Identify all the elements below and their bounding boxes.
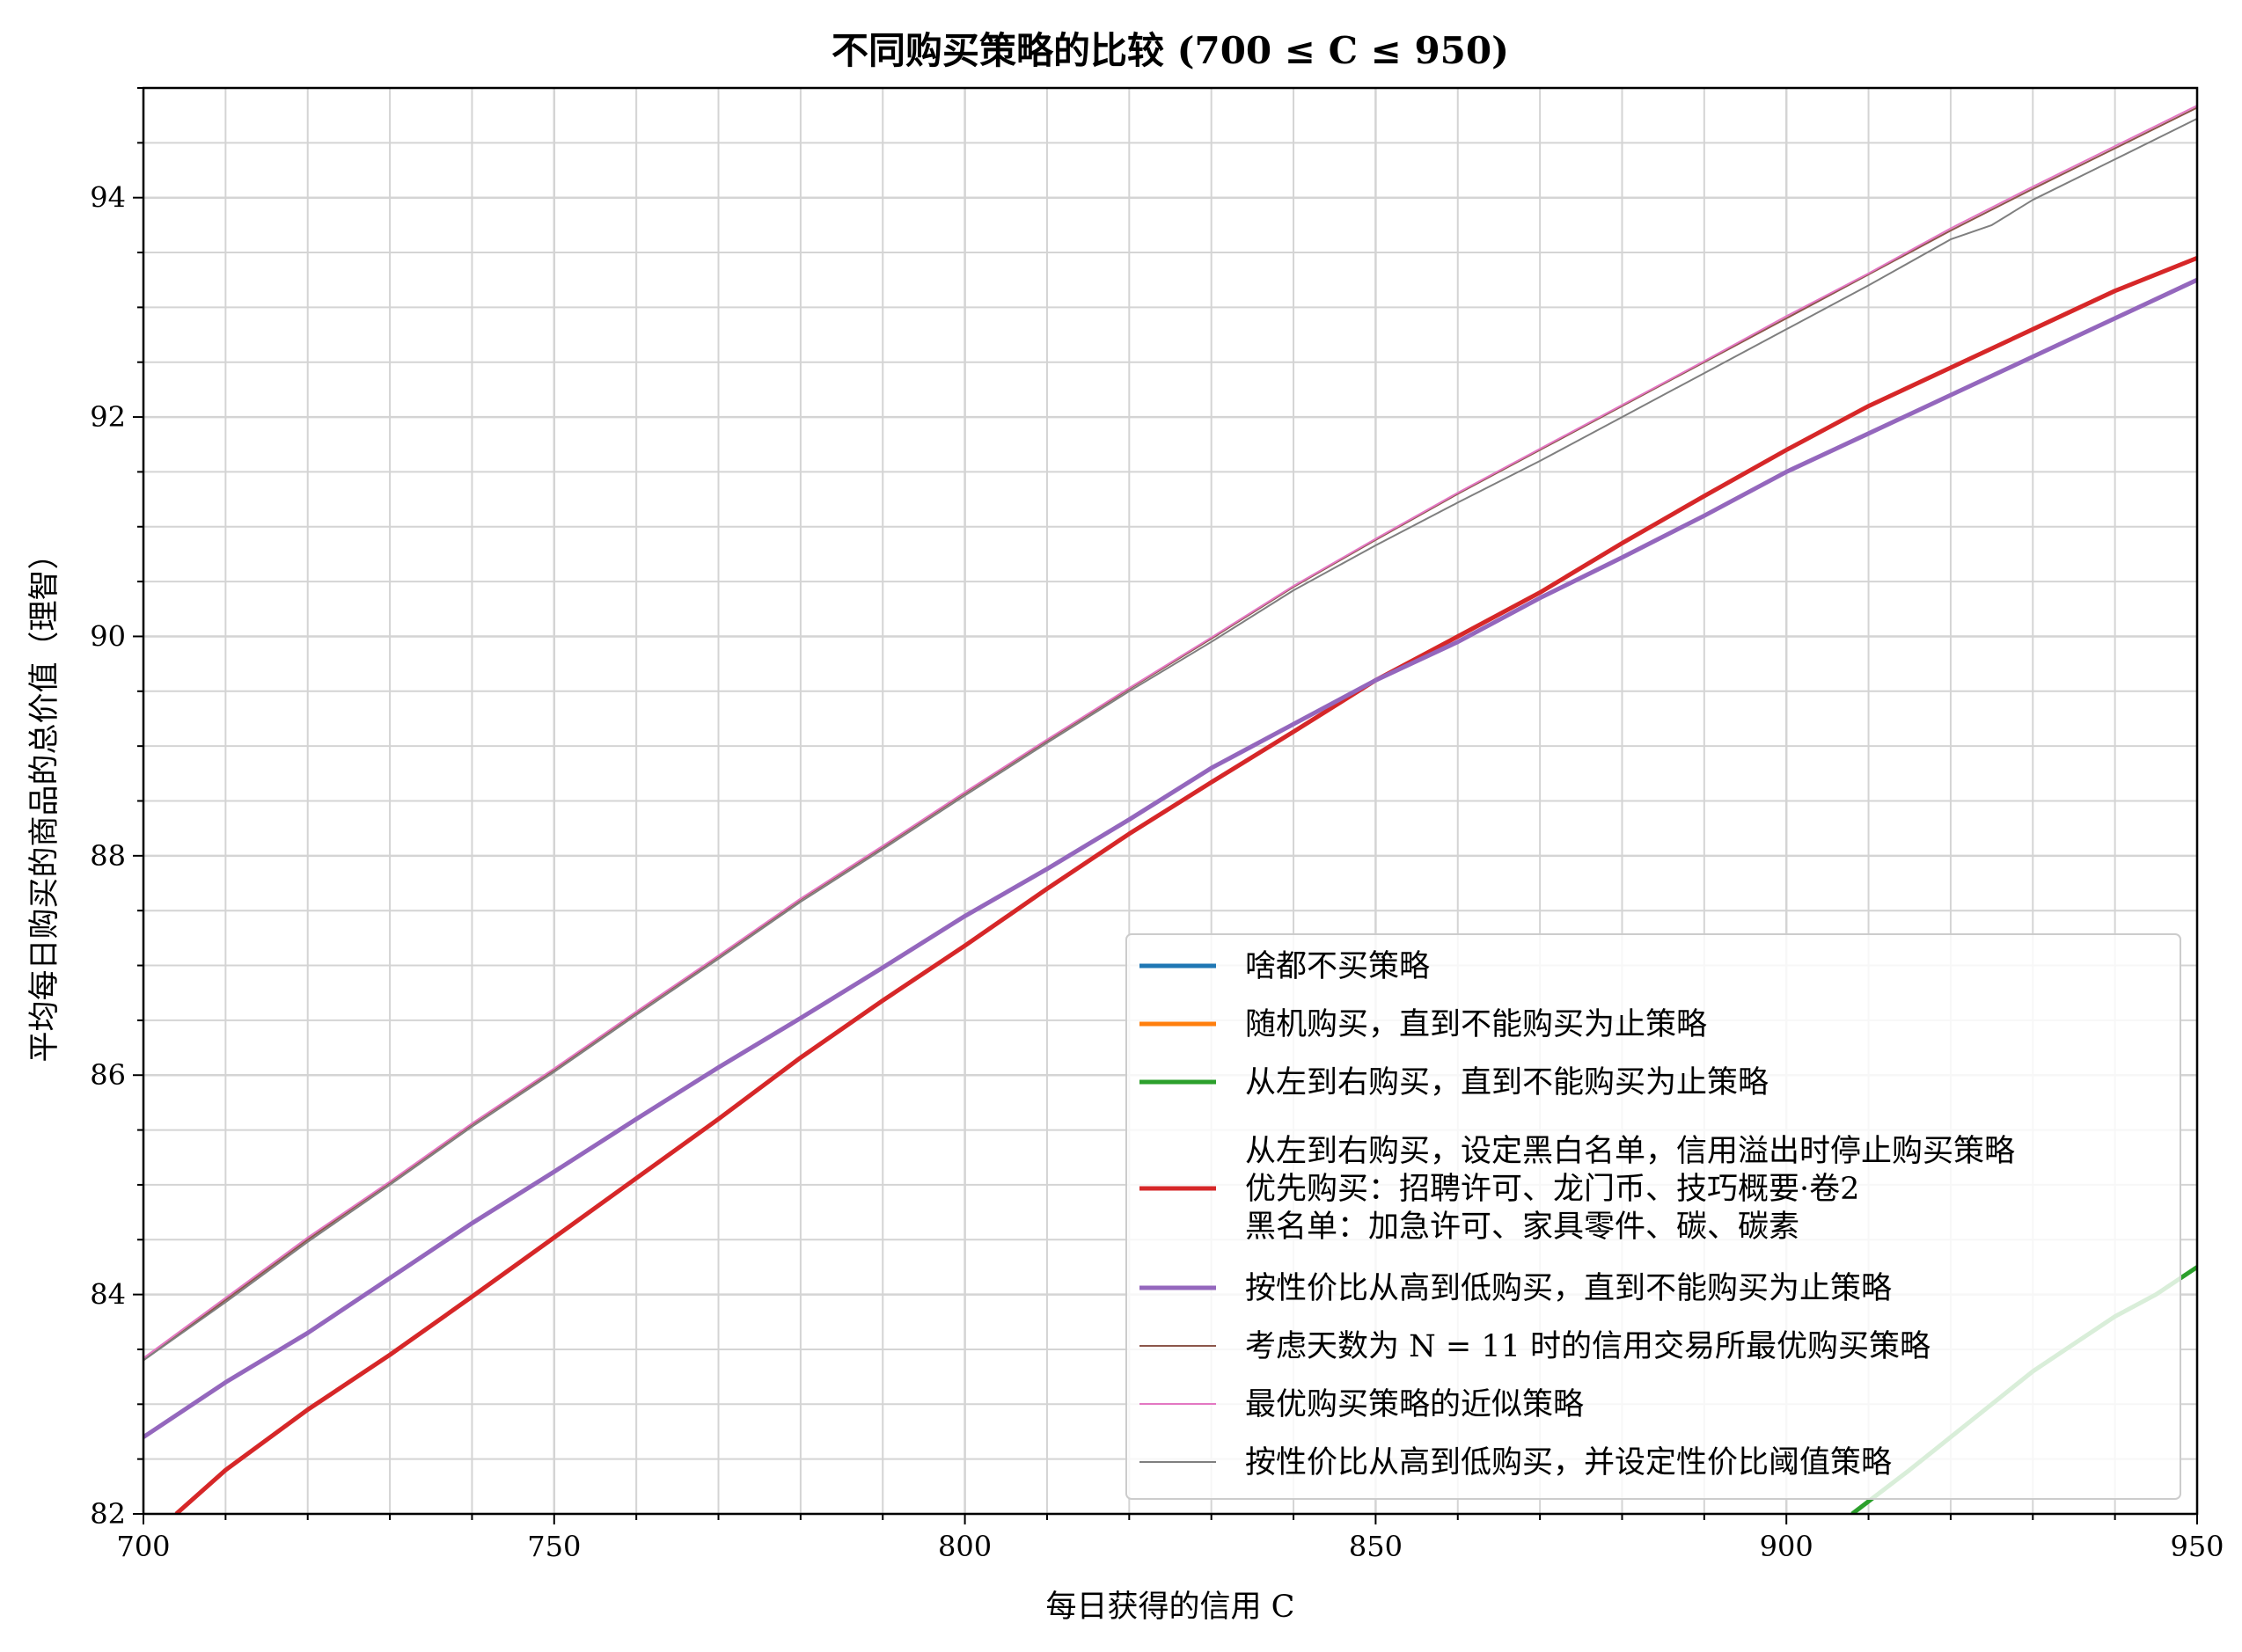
legend-label: 黑名单：加急许可、家具零件、碳、碳素: [1245, 1210, 1799, 1245]
y-tick-label: 92: [90, 400, 126, 434]
y-tick-label: 88: [90, 839, 126, 873]
y-tick-label: 90: [90, 619, 126, 653]
y-tick-label: 82: [90, 1497, 126, 1531]
y-axis-label: 平均每日购买的商品的总价值（理智）: [27, 538, 62, 1062]
legend-label: 从左到右购买，设定黑白名单，信用溢出时停止购买策略: [1245, 1134, 2015, 1169]
series-line-7: [143, 105, 2197, 1359]
x-tick-label: 950: [2170, 1530, 2224, 1563]
x-tick-label: 800: [938, 1530, 992, 1563]
series-line-4: [174, 255, 2197, 1514]
series-line-6: [143, 106, 2197, 1362]
chart-title: 不同购买策略的比较 (700 ≤ C ≤ 950): [832, 29, 1509, 72]
series-line-5: [143, 277, 2197, 1439]
legend: 啥都不买策略随机购买，直到不能购买为止策略从左到右购买，直到不能购买为止策略从左…: [1125, 933, 2181, 1500]
series-lines: [143, 105, 2197, 1514]
y-tick-label: 94: [90, 181, 126, 215]
legend-label: 按性价比从高到低购买，直到不能购买为止策略: [1245, 1271, 1892, 1306]
legend-label: 按性价比从高到低购买，并设定性价比阈值策略: [1245, 1445, 1892, 1480]
legend-label: 优先购买：招聘许可、龙门币、技巧概要·卷2: [1245, 1172, 1859, 1207]
plot-area: [143, 105, 2197, 1514]
x-tick-label: 900: [1760, 1530, 1813, 1563]
x-tick-label: 850: [1349, 1530, 1403, 1563]
legend-label: 随机购买，直到不能购买为止策略: [1245, 1007, 1707, 1042]
x-tick-label: 700: [116, 1530, 170, 1563]
legend-label: 从左到右购买，直到不能购买为止策略: [1245, 1065, 1769, 1100]
y-tick-label: 84: [90, 1278, 126, 1312]
legend-label: 最优购买策略的近似策略: [1245, 1387, 1584, 1422]
legend-label: 考虑天数为 N = 11 时的信用交易所最优购买策略: [1245, 1329, 1931, 1364]
x-axis-label: 每日获得的信用 C: [1046, 1590, 1295, 1625]
x-tick-label: 750: [527, 1530, 581, 1563]
legend-label: 啥都不买策略: [1245, 949, 1430, 984]
legend-box: [1125, 933, 2181, 1500]
y-tick-label: 86: [90, 1058, 126, 1092]
series-line-8: [143, 118, 2197, 1362]
axis-ticks: 700 750 800 850 900 950 82 84 86 88 90 92 94: [90, 87, 2224, 1563]
